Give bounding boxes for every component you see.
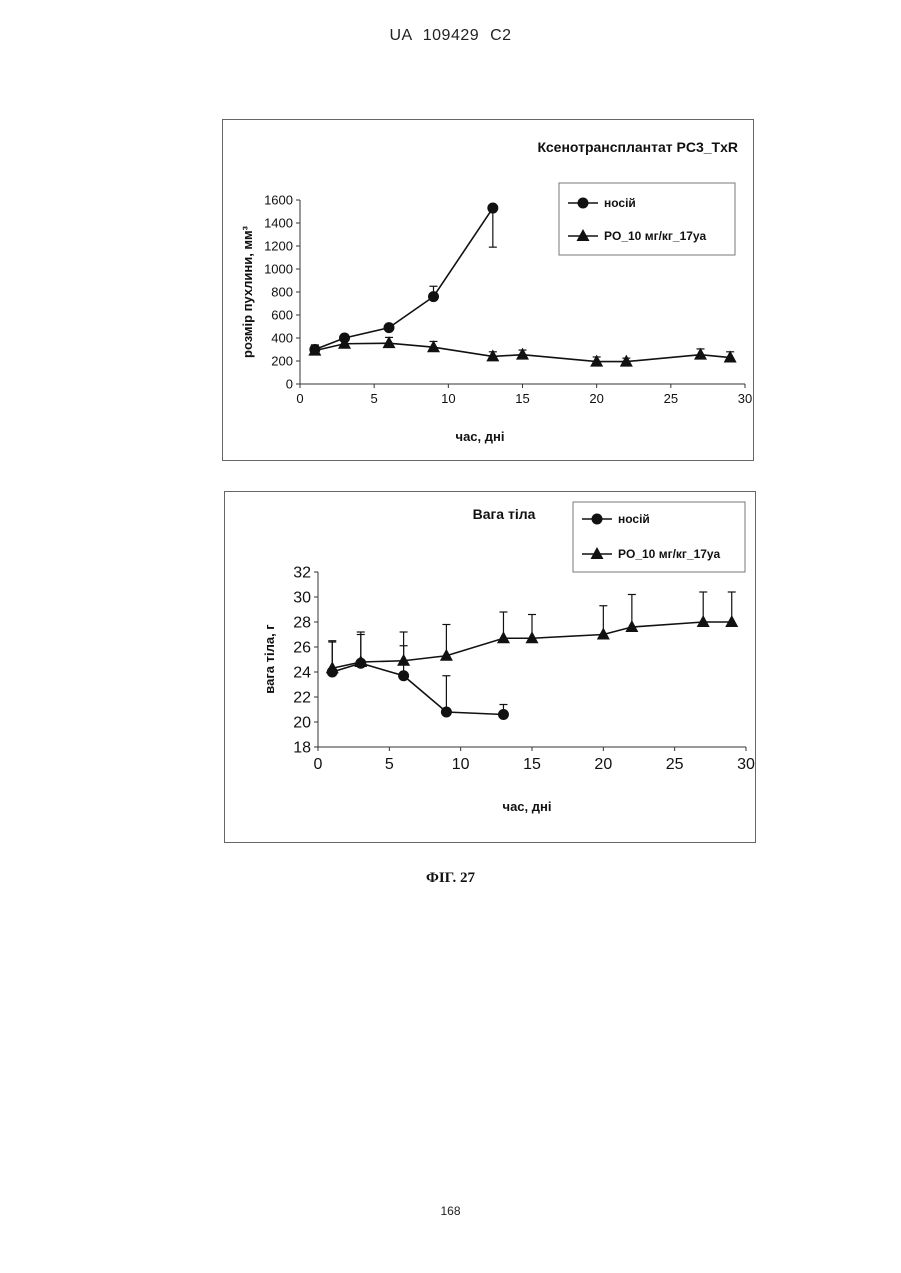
x-tick-label: 15	[523, 756, 541, 773]
x-tick-label: 10	[452, 756, 470, 773]
chart-title: Вага тіла	[473, 506, 536, 522]
y-tick-label: 1200	[264, 239, 293, 254]
chart-title: Ксенотрансплантат PC3_TxR	[538, 139, 738, 155]
series-1	[309, 203, 498, 355]
y-tick-label: 1000	[264, 262, 293, 277]
data-point	[487, 203, 498, 214]
x-tick-label: 5	[371, 391, 378, 406]
y-tick-label: 1600	[264, 193, 293, 208]
series-2	[308, 336, 736, 366]
series-line	[332, 663, 503, 714]
y-tick-label: 0	[286, 377, 293, 392]
x-tick-label: 25	[666, 756, 684, 773]
y-tick-label: 22	[293, 690, 311, 707]
document-header: UA 109429 C2	[0, 27, 901, 45]
x-tick-label: 30	[738, 391, 752, 406]
y-tick-label: 24	[293, 665, 311, 682]
legend-label: носій	[604, 196, 636, 210]
legend: носій PO_10 мг/кг_17уа	[559, 183, 735, 255]
page-number: 168	[0, 1204, 901, 1218]
y-tick-label: 800	[271, 285, 293, 300]
data-point	[383, 336, 396, 348]
x-tick-label: 10	[441, 391, 455, 406]
series-1	[327, 635, 509, 721]
series-2	[326, 592, 738, 673]
tumor-size-chart: Ксенотрансплантат PC3_TxR020040060080010…	[222, 119, 754, 461]
x-tick-label: 30	[737, 756, 755, 773]
data-point	[697, 615, 710, 627]
y-tick-label: 1400	[264, 216, 293, 231]
x-tick-label: 0	[296, 391, 303, 406]
data-point	[428, 291, 439, 302]
data-point	[725, 615, 738, 627]
y-tick-label: 28	[293, 615, 311, 632]
data-point	[498, 709, 509, 720]
data-point	[398, 670, 409, 681]
x-tick-label: 20	[589, 391, 603, 406]
data-point	[694, 348, 707, 360]
x-axis-label: час, дні	[503, 799, 552, 814]
x-tick-label: 20	[594, 756, 612, 773]
y-tick-label: 600	[271, 308, 293, 323]
data-point	[497, 631, 510, 643]
legend-marker	[578, 198, 589, 209]
figure-caption: ФІГ. 27	[0, 870, 901, 887]
legend-label: PO_10 мг/кг_17уа	[604, 229, 706, 243]
x-tick-label: 15	[515, 391, 529, 406]
x-tick-label: 25	[664, 391, 678, 406]
x-tick-label: 5	[385, 756, 394, 773]
legend-label: PO_10 мг/кг_17уа	[618, 547, 720, 561]
legend-box	[573, 502, 745, 572]
legend-marker	[592, 514, 603, 525]
y-tick-label: 32	[293, 565, 311, 582]
x-tick-label: 0	[314, 756, 323, 773]
legend-box	[559, 183, 735, 255]
legend: носій PO_10 мг/кг_17уа	[573, 502, 745, 572]
y-tick-label: 18	[293, 740, 311, 757]
series-line	[315, 208, 493, 349]
y-tick-label: 400	[271, 331, 293, 346]
y-axis-label: вага тіла, г	[262, 624, 277, 694]
y-tick-label: 26	[293, 640, 311, 657]
chart-frame	[223, 120, 754, 461]
body-weight-chart: Вага тіла 18 20 22 24 26 28 30 32 0 5 10 15 20 25 30 час…	[224, 491, 756, 843]
legend-label: носій	[618, 512, 650, 526]
data-point	[441, 707, 452, 718]
y-axis-label: розмір пухлини, мм³	[240, 225, 255, 358]
y-tick-label: 20	[293, 715, 311, 732]
data-point	[516, 348, 529, 360]
y-tick-label: 30	[293, 590, 311, 607]
data-point	[384, 322, 395, 333]
x-axis-label: час, дні	[456, 429, 505, 444]
y-tick-label: 200	[271, 354, 293, 369]
